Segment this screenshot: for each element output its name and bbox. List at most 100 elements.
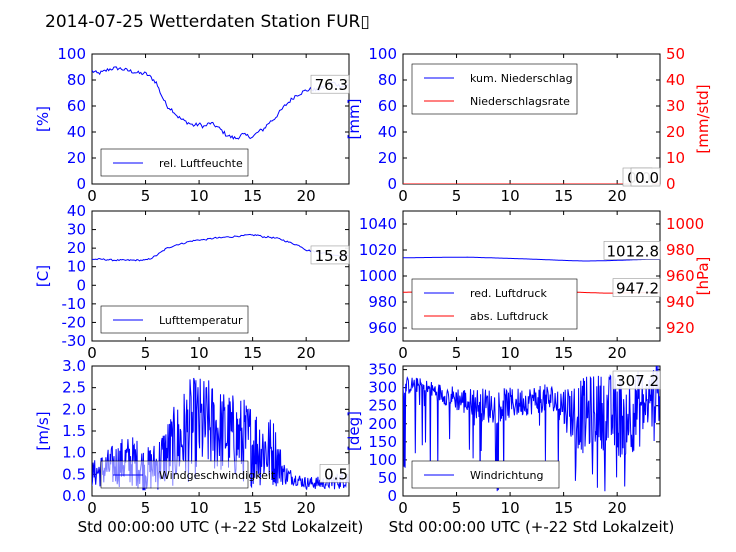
y-tick-label: -30 xyxy=(62,332,87,350)
y-tick-label: 2.0 xyxy=(62,400,86,418)
legend: Lufttemperatur xyxy=(100,305,249,334)
y2-tick-label: 960 xyxy=(666,267,695,285)
y-tick-label: 0.5 xyxy=(62,465,86,483)
y-tick-label: 40 xyxy=(67,202,86,220)
x-tick-label: 10 xyxy=(190,344,209,362)
y-tick-label: 300 xyxy=(368,379,397,397)
legend: Windgeschwindigkeit xyxy=(100,460,276,489)
x-tick-label: 5 xyxy=(141,344,151,362)
y2-tick-label: 1000 xyxy=(666,215,704,233)
value-box xyxy=(603,241,661,260)
y-tick-label: 350 xyxy=(368,361,397,379)
y-tick-label: 3.0 xyxy=(62,357,86,375)
y-tick-label: 20 xyxy=(67,239,86,257)
value-box xyxy=(612,278,661,297)
y-tick-label: 1000 xyxy=(359,267,397,285)
y-tick-label: 0 xyxy=(387,487,397,505)
x-tick-label: 10 xyxy=(190,499,209,517)
x-tick-label: 10 xyxy=(190,187,209,205)
y-tick-label: 1040 xyxy=(359,215,397,233)
y-tick-label: -10 xyxy=(62,295,87,313)
x-tick-label: 20 xyxy=(608,499,627,517)
legend-label: Windgeschwindigkeit xyxy=(159,469,276,482)
x-tick-label: 0 xyxy=(87,499,97,517)
y-tick-label: 10 xyxy=(67,258,86,276)
x-tick-label: 20 xyxy=(297,499,316,517)
y-tick-label: 0 xyxy=(76,175,86,193)
y-tick-label: 100 xyxy=(57,45,86,63)
x-tick-label: 10 xyxy=(501,187,520,205)
x-tick-label: 0 xyxy=(398,344,408,362)
y-tick-label: 20 xyxy=(67,149,86,167)
y-tick-label: 0 xyxy=(76,276,86,294)
y-tick-label: 30 xyxy=(67,221,86,239)
y2-tick-label: 10 xyxy=(666,149,685,167)
y-tick-label: 1.0 xyxy=(62,444,86,462)
x-tick-label: 5 xyxy=(452,187,462,205)
y-tick-label: 40 xyxy=(67,123,86,141)
y-axis-label: [m/s] xyxy=(34,411,52,450)
panel-temperature: 0 5 10 15 20-30-20-10010203040[C]15.8Lufttem… xyxy=(34,202,350,362)
y-tick-label: 980 xyxy=(368,293,397,311)
value-box xyxy=(630,167,661,187)
series-group xyxy=(403,366,660,492)
legend-label: Lufttemperatur xyxy=(159,314,243,327)
legend: rel. Luftfeuchte xyxy=(100,148,249,177)
x-tick-label: 5 xyxy=(452,344,462,362)
legend-label: Windrichtung xyxy=(470,469,543,482)
current-value-label: 1012.8 xyxy=(607,242,660,260)
y2-tick-label: 50 xyxy=(666,45,685,63)
x-tick-label: 0 xyxy=(87,344,97,362)
x-tick-label: 0 xyxy=(398,187,408,205)
y-tick-label: 150 xyxy=(368,433,397,451)
x-tick-label: 5 xyxy=(141,499,151,517)
x-tick-label: 20 xyxy=(297,344,316,362)
y-tick-label: 0 xyxy=(387,175,397,193)
y2-tick-label: 920 xyxy=(666,319,695,337)
current-value-label: 0.0 xyxy=(635,169,659,187)
current-value-label: 0.5 xyxy=(324,465,348,483)
current-value-label: 76.3 xyxy=(315,76,348,94)
y-tick-label: 200 xyxy=(368,415,397,433)
value-box xyxy=(319,464,350,483)
x-tick-label: 10 xyxy=(501,344,520,362)
y-axis-label: [mm] xyxy=(345,99,363,140)
y-tick-label: 20 xyxy=(378,149,397,167)
value-box xyxy=(310,245,350,265)
y2-tick-label: 0 xyxy=(666,175,676,193)
x-tick-label: 0 xyxy=(398,499,408,517)
x-tick-label: 15 xyxy=(243,499,262,517)
series-line-winddir-0 xyxy=(403,366,660,492)
y2-tick-label: 980 xyxy=(666,241,695,259)
y-axis-label: [deg] xyxy=(345,411,363,451)
y-tick-label: -20 xyxy=(62,313,87,331)
y-tick-label: 60 xyxy=(378,97,397,115)
y2-tick-label: 40 xyxy=(666,71,685,89)
legend-label: red. Luftdruck xyxy=(470,287,547,300)
y2-tick-label: 30 xyxy=(666,97,685,115)
y-tick-label: 960 xyxy=(368,319,397,337)
series-line-humidity-0 xyxy=(92,66,349,140)
x-tick-label: 15 xyxy=(554,187,573,205)
series-group xyxy=(92,233,349,262)
y-tick-label: 60 xyxy=(67,97,86,115)
x-tick-label: 15 xyxy=(554,344,573,362)
y-tick-label: 2.5 xyxy=(62,379,86,397)
x-tick-label: 0 xyxy=(87,187,97,205)
legend: red. Luftdruck abs. Luftdruck xyxy=(411,278,578,330)
y-tick-label: 100 xyxy=(368,45,397,63)
panel-pressure: 0 5 10 15 20 960 980 1000 1020 1040 920 940 960 980 10… xyxy=(359,210,712,362)
x-tick-label: 15 xyxy=(243,344,262,362)
y-tick-label: 250 xyxy=(368,397,397,415)
x-tick-label: 10 xyxy=(501,499,520,517)
y-tick-label: 100 xyxy=(368,451,397,469)
figure-title: 2014-07-25 Wetterdaten Station FUR▯ xyxy=(45,12,370,32)
y-tick-label: 40 xyxy=(378,123,397,141)
legend: Windrichtung xyxy=(411,460,560,489)
y-tick-label: 0.0 xyxy=(62,487,86,505)
panel-windspeed: 0 5 10 15 20 0.0 0.5 1.0 1.5 2.0 2.5 3.0 [m/s] Std 00… xyxy=(34,357,363,536)
x-axis-label: Std 00:00:00 UTC (+-22 Std Lokalzeit) xyxy=(389,518,675,536)
legend-label: Niederschlagsrate xyxy=(470,95,570,108)
